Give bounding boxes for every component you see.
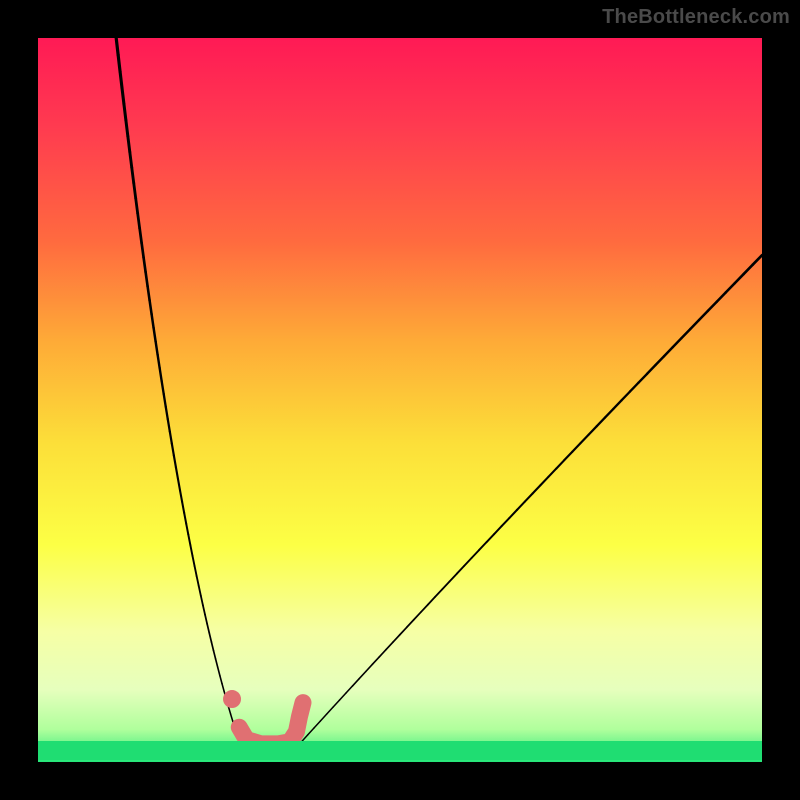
chart-svg (0, 0, 800, 800)
curve-left-seg (132, 168, 134, 183)
curve-left-seg (120, 71, 122, 87)
curve-left-seg (118, 55, 120, 72)
plot-background (38, 38, 762, 762)
marker-dot (223, 690, 241, 708)
curve-left-seg (130, 152, 132, 168)
curve-left-seg (126, 120, 128, 136)
chart-stage: TheBottleneck.com (0, 0, 800, 800)
curve-left-seg (128, 136, 130, 152)
curve-left-seg (134, 183, 136, 198)
watermark-text: TheBottleneck.com (602, 6, 790, 29)
curve-left-seg (116, 38, 118, 55)
curve-left-seg (124, 104, 126, 120)
curve-left-seg (122, 88, 124, 104)
curve-left-seg (136, 198, 138, 213)
curve-left-seg (138, 213, 140, 228)
bottom-green-strip (38, 741, 762, 760)
